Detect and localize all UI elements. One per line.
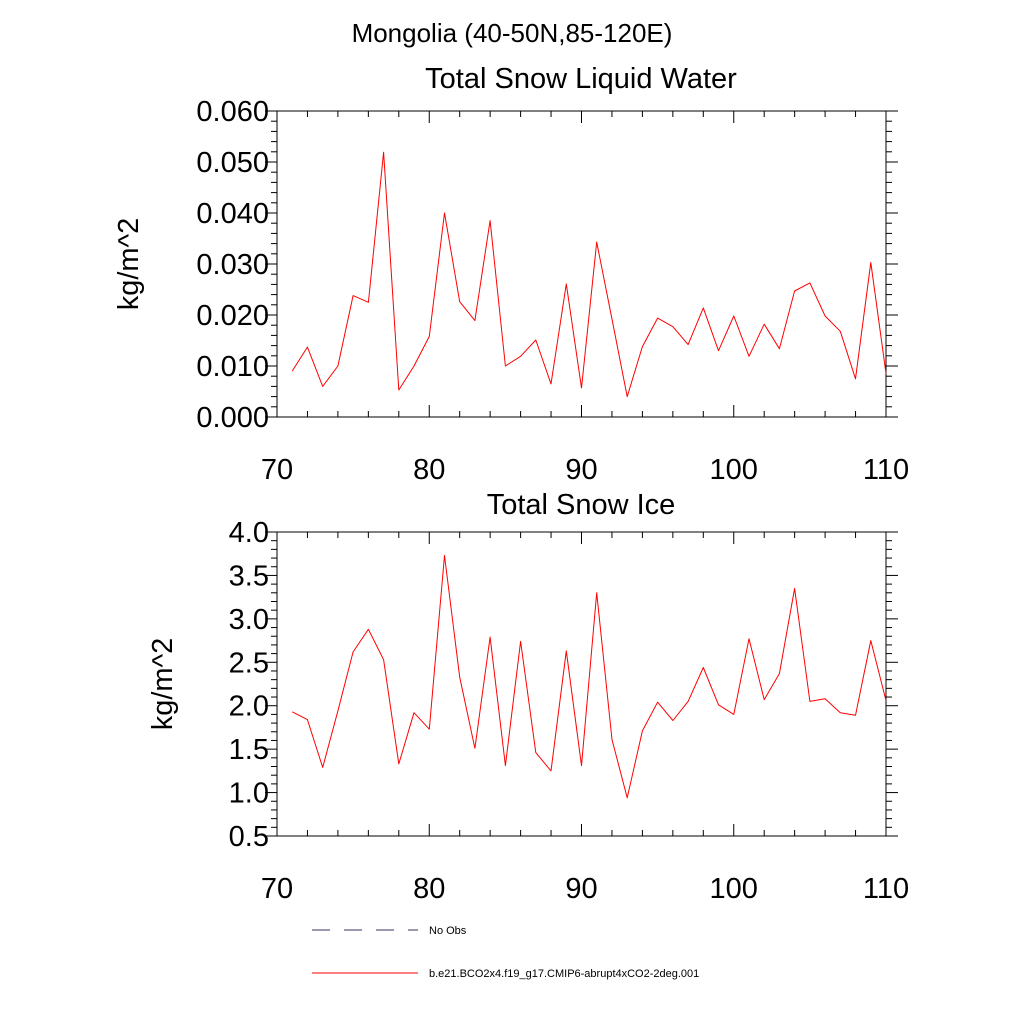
y-tick-label-liquid-water: 0.030 — [196, 249, 269, 281]
x-tick-label-liquid-water: 70 — [261, 454, 293, 486]
snow-ice-lines — [291, 555, 887, 799]
series-line-snow-ice — [291, 555, 887, 799]
figure-title: Mongolia (40-50N,85-120E) — [352, 18, 673, 48]
y-tick-label-liquid-water: 0.040 — [196, 198, 269, 230]
series-line-liquid-water — [291, 151, 887, 398]
panel-title-snow-ice: Total Snow Ice — [487, 489, 676, 521]
x-tick-label-liquid-water: 110 — [863, 454, 909, 486]
snow-ice-panel: Total Snow Ice kg/m^2 70 80 90 100 110 0.5 1.0… — [147, 489, 909, 905]
plot-frame-snow-ice — [276, 531, 887, 837]
y-tick-label-snow-ice: 2.5 — [229, 647, 269, 679]
y-tick-label-liquid-water: 0.020 — [196, 300, 269, 332]
liquid-water-axes: 70 80 90 100 110 0.000 0.010 0.020 0.030 0.040 0.0… — [196, 96, 909, 486]
x-tick-label-liquid-water: 100 — [710, 454, 758, 486]
x-tick-label-snow-ice: 70 — [261, 873, 293, 905]
x-tick-label-snow-ice: 90 — [565, 873, 597, 905]
y-tick-label-snow-ice: 4.0 — [229, 517, 269, 549]
snow-liquid-water-panel: Total Snow Liquid Water kg/m^2 70 80 90 100… — [113, 63, 909, 486]
plot-frame-liquid-water — [276, 110, 887, 418]
liquid-water-lines — [291, 151, 887, 398]
y-tick-label-liquid-water: 0.010 — [196, 351, 269, 383]
y-tick-label-snow-ice: 0.5 — [229, 821, 269, 853]
y-axis-label-liquid-water: kg/m^2 — [113, 218, 145, 311]
snow-ice-axes: 70 80 90 100 110 0.5 1.0 1.5 2.0 2.5 3.0 3.5 4.0 — [229, 517, 909, 905]
y-tick-label-liquid-water: 0.060 — [196, 96, 269, 128]
y-tick-label-snow-ice: 1.5 — [229, 734, 269, 766]
y-tick-label-liquid-water: 0.000 — [196, 402, 269, 434]
legend-label-model: b.e21.BCO2x4.f19_g17.CMIP6-abrupt4xCO2-2… — [429, 968, 699, 980]
y-tick-label-snow-ice: 3.5 — [229, 560, 269, 592]
legend: No Obs b.e21.BCO2x4.f19_g17.CMIP6-abrupt… — [312, 925, 699, 980]
y-tick-label-snow-ice: 1.0 — [229, 778, 269, 810]
x-tick-label-snow-ice: 80 — [413, 873, 445, 905]
x-tick-label-snow-ice: 100 — [710, 873, 758, 905]
x-tick-label-snow-ice: 110 — [863, 873, 909, 905]
y-tick-label-snow-ice: 3.0 — [229, 604, 269, 636]
y-axis-label-snow-ice: kg/m^2 — [147, 638, 179, 731]
x-tick-label-liquid-water: 90 — [565, 454, 597, 486]
y-tick-label-snow-ice: 2.0 — [229, 691, 269, 723]
panel-title-liquid-water: Total Snow Liquid Water — [425, 63, 737, 95]
y-tick-label-liquid-water: 0.050 — [196, 147, 269, 179]
legend-label-no-obs: No Obs — [429, 925, 467, 937]
x-tick-label-liquid-water: 80 — [413, 454, 445, 486]
